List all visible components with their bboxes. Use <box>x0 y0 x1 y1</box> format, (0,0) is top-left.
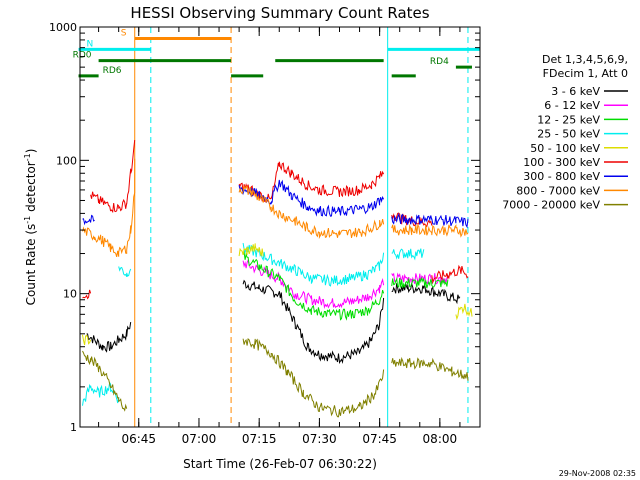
y-axis-label: Count Rate (s-1 detector-1) <box>23 149 38 306</box>
plot-area: S N RD0 RD6 RD4 1 10 100 1000 06:45 07:00 07:15 07:3… <box>49 21 481 446</box>
series-0-segment-1 <box>242 279 385 365</box>
series-1-segment-0 <box>242 258 385 309</box>
y-tick-label-0: 1 <box>70 421 77 434</box>
x-tick-label-3: 07:30 <box>302 432 337 446</box>
legend-entry-5: 100 - 300 keV <box>523 156 600 169</box>
series-4-segment-0 <box>82 334 92 346</box>
y-tick-label-1: 10 <box>63 288 77 301</box>
flag-label-0: S <box>121 28 127 38</box>
series-8-segment-2 <box>391 356 469 381</box>
series-7-segment-1 <box>238 184 385 240</box>
flag-label-5: RD6 <box>103 66 122 76</box>
series-0-segment-2 <box>391 283 461 305</box>
series-7-segment-2 <box>391 223 469 238</box>
flag-label-8: RD4 <box>430 57 449 67</box>
series-0-segment-0 <box>86 322 132 353</box>
series-6-segment-2 <box>391 212 469 229</box>
series-3-segment-3 <box>391 248 425 261</box>
x-tick-label-5: 08:00 <box>423 432 458 446</box>
series-7-segment-0 <box>82 158 136 258</box>
x-tick-label-4: 07:45 <box>362 432 397 446</box>
series-3-segment-0 <box>82 381 120 406</box>
series-5-segment-4 <box>431 264 469 285</box>
x-tick-label-0: 06:45 <box>121 432 156 446</box>
series-2-segment-1 <box>391 276 449 289</box>
y-tick-label-3: 1000 <box>49 21 77 34</box>
legend-entry-1: 6 - 12 keV <box>544 99 600 112</box>
legend-entry-3: 25 - 50 keV <box>537 128 600 141</box>
series-4-segment-1 <box>238 243 264 257</box>
series-5-segment-3 <box>391 212 433 228</box>
series-8-segment-1 <box>242 338 385 418</box>
legend-header-1: Det 1,3,4,5,6,9, <box>542 53 628 66</box>
axes-frame <box>79 26 481 428</box>
flag-label-1: N <box>87 39 94 49</box>
series-5-segment-0 <box>82 289 92 300</box>
series-8-segment-0 <box>82 350 128 412</box>
series-5-segment-1 <box>90 140 136 214</box>
legend-entry-2: 12 - 25 keV <box>537 113 600 126</box>
legend-entry-7: 800 - 7000 keV <box>516 184 600 197</box>
series-6-segment-1 <box>238 179 385 217</box>
flag-label-3: RD0 <box>73 51 92 61</box>
legend-entry-6: 300 - 800 keV <box>523 170 600 183</box>
x-tick-label-1: 07:00 <box>182 432 217 446</box>
x-tick-label-2: 07:15 <box>242 432 277 446</box>
series-5-segment-2 <box>238 161 385 204</box>
series-4-segment-2 <box>455 303 473 321</box>
x-axis-label: Start Time (26-Feb-07 06:30:22) <box>183 457 377 471</box>
legend-entry-4: 50 - 100 keV <box>530 142 600 155</box>
series-2-segment-0 <box>242 250 385 321</box>
series-3-segment-1 <box>118 266 132 278</box>
legend-entry-0: 3 - 6 keV <box>551 85 600 98</box>
legend-entry-8: 7000 - 20000 keV <box>502 199 600 212</box>
y-tick-label-2: 100 <box>56 154 77 167</box>
chart-title: HESSI Observing Summary Count Rates <box>130 4 429 22</box>
series-6-segment-0 <box>82 214 95 226</box>
legend: Det 1,3,4,5,6,9, FDecim 1, Att 0 3 - 6 k… <box>502 53 628 212</box>
series-3-segment-2 <box>242 243 385 287</box>
legend-header-2: FDecim 1, Att 0 <box>543 67 628 80</box>
timestamp: 29-Nov-2008 02:35 <box>559 469 636 478</box>
